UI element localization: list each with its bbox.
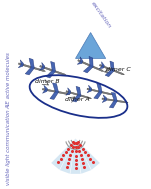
Polygon shape bbox=[25, 58, 34, 75]
Polygon shape bbox=[83, 56, 93, 73]
Polygon shape bbox=[105, 61, 114, 77]
Text: excitation: excitation bbox=[90, 1, 112, 29]
Polygon shape bbox=[42, 85, 47, 93]
Polygon shape bbox=[99, 62, 104, 69]
Polygon shape bbox=[87, 85, 92, 93]
Polygon shape bbox=[100, 64, 124, 75]
Polygon shape bbox=[76, 33, 106, 58]
Polygon shape bbox=[18, 63, 45, 71]
Polygon shape bbox=[18, 60, 24, 68]
Polygon shape bbox=[76, 139, 91, 174]
Text: dimer C: dimer C bbox=[106, 67, 130, 72]
Text: AIE active molecules: AIE active molecules bbox=[6, 52, 11, 109]
Text: dimer A: dimer A bbox=[65, 97, 90, 102]
Polygon shape bbox=[76, 139, 100, 170]
Polygon shape bbox=[94, 83, 102, 99]
Polygon shape bbox=[72, 86, 81, 102]
Polygon shape bbox=[77, 57, 83, 64]
Text: visible light communication: visible light communication bbox=[6, 110, 11, 185]
Polygon shape bbox=[42, 88, 70, 95]
Polygon shape bbox=[39, 62, 45, 70]
Polygon shape bbox=[102, 95, 107, 103]
Polygon shape bbox=[51, 139, 76, 170]
Text: dimer B: dimer B bbox=[35, 79, 59, 84]
Polygon shape bbox=[109, 92, 117, 108]
Polygon shape bbox=[87, 88, 113, 95]
Polygon shape bbox=[40, 65, 66, 75]
Polygon shape bbox=[46, 61, 55, 78]
Polygon shape bbox=[66, 88, 71, 95]
Polygon shape bbox=[102, 98, 128, 103]
Polygon shape bbox=[60, 139, 76, 174]
Polygon shape bbox=[70, 139, 81, 174]
Polygon shape bbox=[50, 83, 59, 99]
Polygon shape bbox=[66, 91, 92, 99]
Polygon shape bbox=[78, 60, 104, 71]
